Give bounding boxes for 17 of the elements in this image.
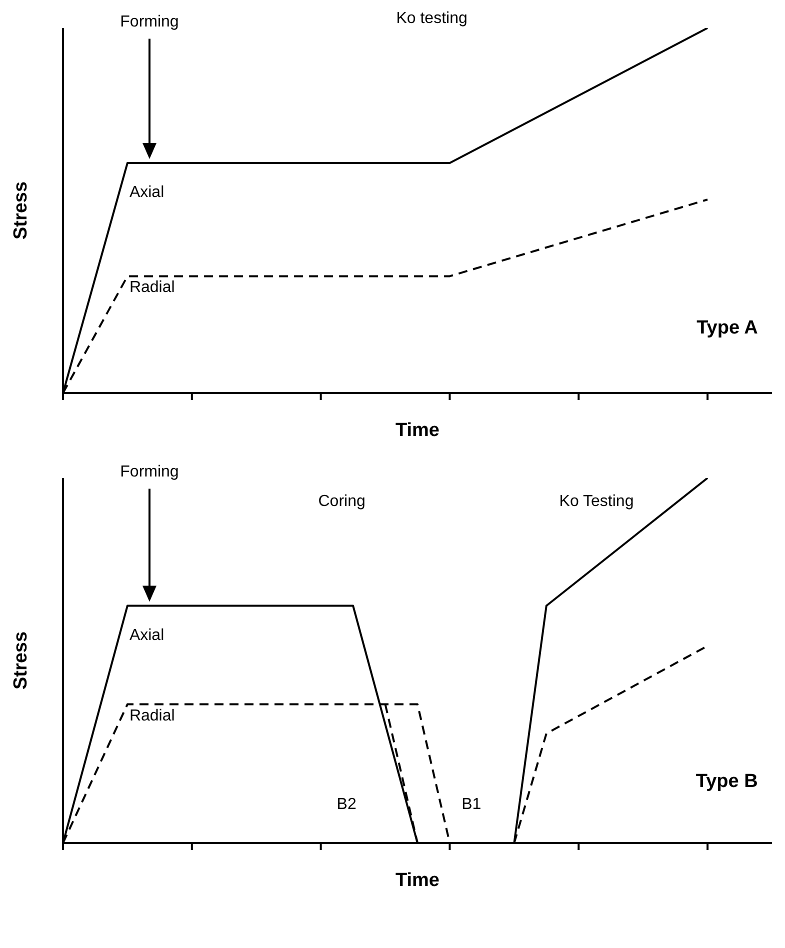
x-axis-title: Time (395, 420, 440, 441)
series-label: Radial (129, 707, 175, 724)
annotation: B2 (336, 796, 356, 813)
series-label: Radial (129, 279, 175, 296)
y-axis-title: Stress (10, 181, 32, 240)
annotation: Forming (120, 14, 179, 31)
series-label: Axial (129, 626, 164, 644)
annotation: Forming (120, 464, 179, 481)
annotation: Ko Testing (559, 492, 634, 510)
annotation: B1 (462, 796, 482, 813)
series-label: Axial (129, 184, 164, 202)
annotation: Coring (318, 492, 366, 510)
annotation: Type B (696, 770, 758, 792)
x-axis-title: Time (395, 870, 440, 891)
y-axis-title: Stress (10, 631, 32, 690)
text: Ko testing (396, 10, 468, 28)
annotation: Type A (696, 317, 758, 338)
